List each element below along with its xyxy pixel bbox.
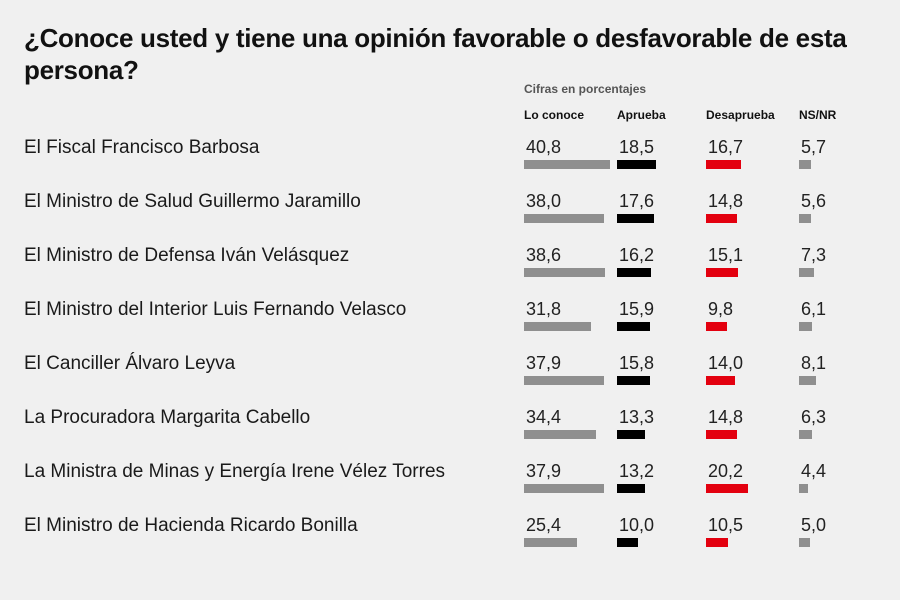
value-label-aprueba: 18,5 xyxy=(619,137,655,157)
value-label-desaprueba: 14,8 xyxy=(708,191,744,211)
bar-aprueba xyxy=(617,268,652,277)
bar-nsnr xyxy=(799,376,816,385)
bar-desaprueba xyxy=(706,160,742,169)
bar-desaprueba xyxy=(706,214,738,223)
bar-desaprueba xyxy=(706,430,738,439)
row-label: El Ministro de Salud Guillermo Jaramillo xyxy=(24,191,361,212)
value-label-nsnr: 5,0 xyxy=(801,515,827,535)
value-label-desaprueba: 14,0 xyxy=(708,353,744,373)
bar-aprueba xyxy=(617,430,645,439)
bar-nsnr xyxy=(799,322,812,331)
value-label-nsnr: 8,1 xyxy=(801,353,827,373)
value-label-nsnr: 5,7 xyxy=(801,137,827,157)
bar-nsnr xyxy=(799,268,815,277)
value-label-nsnr: 6,1 xyxy=(801,299,827,319)
table-row: El Ministro de Salud Guillermo Jaramillo… xyxy=(0,190,900,244)
row-label: El Ministro de Hacienda Ricardo Bonilla xyxy=(24,515,358,536)
table-row: La Procuradora Margarita Cabello 34,4 13,3… xyxy=(0,406,900,460)
bar-desaprueba xyxy=(706,376,736,385)
value-label-aprueba: 16,2 xyxy=(619,245,655,265)
value-label-conoce: 25,4 xyxy=(526,515,562,535)
value-label-conoce: 31,8 xyxy=(526,299,562,319)
row-label: El Ministro de Defensa Iván Velásquez xyxy=(24,245,350,266)
row-label: La Ministra de Minas y Energía Irene Vél… xyxy=(24,461,446,482)
table-row: El Ministro de Defensa Iván Velásquez 38,… xyxy=(0,244,900,298)
bar-conoce xyxy=(524,322,591,331)
value-label-conoce: 37,9 xyxy=(526,353,562,373)
bar-aprueba xyxy=(617,538,638,547)
bar-desaprueba xyxy=(706,538,729,547)
chart-title: ¿Conoce usted y tiene una opinión favora… xyxy=(24,23,847,85)
table-row: El Ministro de Hacienda Ricardo Bonilla 2… xyxy=(0,514,900,568)
value-label-desaprueba: 10,5 xyxy=(708,515,744,535)
value-label-aprueba: 15,8 xyxy=(619,353,655,373)
bar-aprueba xyxy=(617,484,645,493)
bar-nsnr xyxy=(799,538,810,547)
bar-nsnr xyxy=(799,484,809,493)
value-label-conoce: 37,9 xyxy=(526,461,562,481)
bar-desaprueba xyxy=(706,484,749,493)
bar-desaprueba xyxy=(706,268,738,277)
column-header-conoce: Lo conoce xyxy=(524,108,585,122)
bar-nsnr xyxy=(799,430,813,439)
value-label-aprueba: 13,3 xyxy=(619,407,655,427)
value-label-desaprueba: 20,2 xyxy=(708,461,744,481)
bar-aprueba xyxy=(617,322,651,331)
table-row: El Ministro del Interior Luis Fernando V… xyxy=(0,298,900,352)
column-header-desaprueba: Desaprueba xyxy=(706,108,775,122)
column-header-aprueba: Aprueba xyxy=(617,108,666,122)
value-label-nsnr: 6,3 xyxy=(801,407,827,427)
value-label-conoce: 38,6 xyxy=(526,245,562,265)
row-label: El Fiscal Francisco Barbosa xyxy=(24,137,260,158)
bar-conoce xyxy=(524,214,604,223)
bar-nsnr xyxy=(799,160,811,169)
value-label-nsnr: 7,3 xyxy=(801,245,827,265)
value-label-desaprueba: 16,7 xyxy=(708,137,744,157)
bar-desaprueba xyxy=(706,322,727,331)
value-label-aprueba: 17,6 xyxy=(619,191,655,211)
value-label-conoce: 34,4 xyxy=(526,407,562,427)
bar-conoce xyxy=(524,268,606,277)
bar-aprueba xyxy=(617,160,656,169)
value-label-desaprueba: 15,1 xyxy=(708,245,744,265)
row-label: El Ministro del Interior Luis Fernando V… xyxy=(24,299,407,320)
value-label-desaprueba: 14,8 xyxy=(708,407,744,427)
bar-conoce xyxy=(524,376,604,385)
bar-aprueba xyxy=(617,376,651,385)
value-label-aprueba: 13,2 xyxy=(619,461,655,481)
value-label-nsnr: 5,6 xyxy=(801,191,827,211)
value-label-aprueba: 10,0 xyxy=(619,515,655,535)
value-label-desaprueba: 9,8 xyxy=(708,299,734,319)
bar-aprueba xyxy=(617,214,654,223)
bar-conoce xyxy=(524,538,578,547)
table-row: El Fiscal Francisco Barbosa 40,8 18,5 16,7 5… xyxy=(0,136,900,190)
row-label: La Procuradora Margarita Cabello xyxy=(24,407,311,428)
bar-conoce xyxy=(524,484,604,493)
value-label-nsnr: 4,4 xyxy=(801,461,827,481)
value-label-conoce: 38,0 xyxy=(526,191,562,211)
row-label: El Canciller Álvaro Leyva xyxy=(24,353,236,374)
value-label-conoce: 40,8 xyxy=(526,137,562,157)
table-row: La Ministra de Minas y Energía Irene Vél… xyxy=(0,460,900,514)
units-note: Cifras en porcentajes xyxy=(524,82,647,96)
bar-conoce xyxy=(524,160,610,169)
table-row: El Canciller Álvaro Leyva 37,9 15,8 14,0 8,1 xyxy=(0,352,900,406)
column-header-nsnr: NS/NR xyxy=(799,108,837,122)
bar-conoce xyxy=(524,430,597,439)
value-label-aprueba: 15,9 xyxy=(619,299,655,319)
bar-nsnr xyxy=(799,214,811,223)
